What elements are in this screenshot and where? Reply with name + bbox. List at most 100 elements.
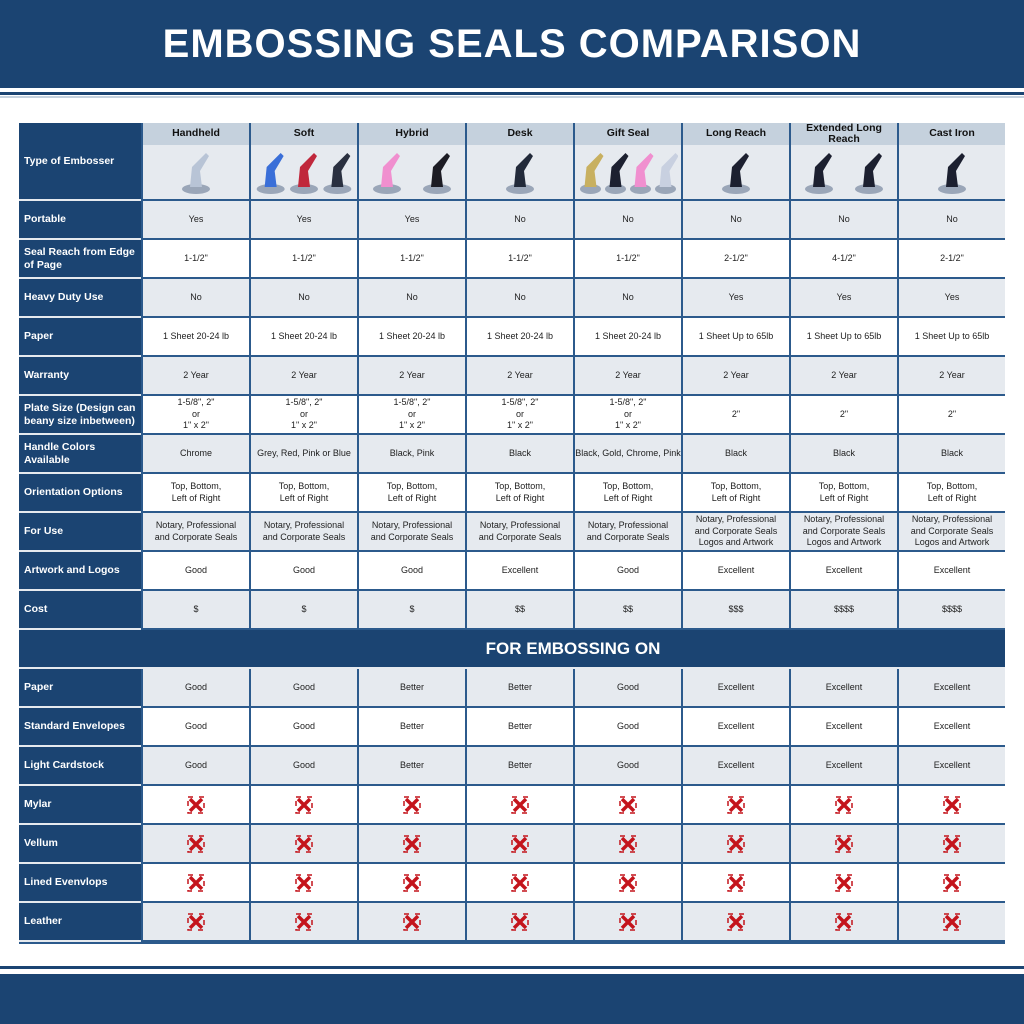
red-x-icon [943,795,961,814]
table-cell [357,864,465,903]
red-x-icon [943,873,961,892]
red-x-icon [295,795,313,814]
table-cell: Grey, Red, Pink or Blue [249,435,357,474]
table-cell: Excellent [789,669,897,708]
row-label: Portable [19,201,141,240]
table-cell: 2 Year [249,357,357,396]
table-cell: Good [573,552,681,591]
table-cell: Top, Bottom, Left of Right [897,474,1005,513]
product-image [249,145,357,201]
table-cell: 2 Year [681,357,789,396]
table-cell: 1 Sheet 20-24 lb [573,318,681,357]
table-cell [789,825,897,864]
product-image [141,145,249,201]
row-label: Lined Evenvlops [19,864,141,903]
table-cell: $ [249,591,357,630]
table-cell: Excellent [681,747,789,786]
table-cell: Excellent [897,669,1005,708]
row-label: Seal Reach from Edge of Page [19,240,141,279]
section-header: FOR EMBOSSING ON [19,630,1005,669]
red-x-icon [835,912,853,931]
table-cell: 2 Year [897,357,1005,396]
red-x-icon [943,834,961,853]
red-x-icon [511,912,529,931]
table-cell [141,786,249,825]
table-cell: 1-1/2" [141,240,249,279]
table-cell: $ [357,591,465,630]
red-x-icon [727,795,745,814]
red-x-icon [403,834,421,853]
table-cell: 2" [897,396,1005,435]
table-cell: No [897,201,1005,240]
table-cell: Notary, Professional and Corporate Seals [141,513,249,552]
table-cell: 1 Sheet 20-24 lb [141,318,249,357]
table-cell: Yes [897,279,1005,318]
table-cell: Yes [357,201,465,240]
table-cell: 1-1/2" [573,240,681,279]
table-cell: Good [141,708,249,747]
table-cell: Black, Pink [357,435,465,474]
red-x-icon [619,873,637,892]
embosser-image [506,153,534,194]
row-label: Leather [19,903,141,942]
table-cell [249,786,357,825]
table-cell: 4-1/2" [789,240,897,279]
embosser-image [805,153,883,194]
table-cell: 2 Year [573,357,681,396]
table-cell [573,825,681,864]
table-cell: Black [897,435,1005,474]
table-cell: Good [573,747,681,786]
table-cell: Yes [141,201,249,240]
table-cell [141,864,249,903]
table-cell: 2 Year [357,357,465,396]
table-cell: No [465,201,573,240]
table-cell: $$$$ [897,591,1005,630]
table-cell [465,786,573,825]
table-cell [573,864,681,903]
table-cell: Yes [681,279,789,318]
table-cell: Excellent [681,669,789,708]
column-header: Long Reach [681,123,789,145]
table-cell [789,864,897,903]
divider [0,92,1024,95]
table-cell: Better [357,708,465,747]
column-header: Soft [249,123,357,145]
table-cell: Top, Bottom, Left of Right [573,474,681,513]
table-cell: 2-1/2" [897,240,1005,279]
table-cell: 2 Year [465,357,573,396]
red-x-icon [511,873,529,892]
table-cell: Good [249,708,357,747]
red-x-icon [295,834,313,853]
red-x-icon [619,912,637,931]
row-label: For Use [19,513,141,552]
table-cell: No [141,279,249,318]
table-cell: Good [357,552,465,591]
table-cell: 1-5/8", 2" or 1" x 2" [249,396,357,435]
table-cell [681,903,789,942]
table-cell: Excellent [897,747,1005,786]
table-cell: Chrome [141,435,249,474]
red-x-icon [727,873,745,892]
row-label: Warranty [19,357,141,396]
table-cell [681,864,789,903]
red-x-icon [403,873,421,892]
table-cell: 1 Sheet Up to 65lb [681,318,789,357]
table-cell [249,903,357,942]
table-cell: Good [573,669,681,708]
red-x-icon [295,912,313,931]
table-cell: 1-5/8", 2" or 1" x 2" [465,396,573,435]
table-cell [789,786,897,825]
table-cell [357,903,465,942]
red-x-icon [295,873,313,892]
table-cell: No [681,201,789,240]
table-cell [357,786,465,825]
table-cell: Excellent [789,708,897,747]
product-image [465,145,573,201]
table-cell: Yes [789,279,897,318]
table-cell: Notary, Professional and Corporate Seals [249,513,357,552]
row-label: Standard Envelopes [19,708,141,747]
table-cell: Black [789,435,897,474]
table-cell [681,786,789,825]
table-cell: No [357,279,465,318]
table-cell [573,903,681,942]
